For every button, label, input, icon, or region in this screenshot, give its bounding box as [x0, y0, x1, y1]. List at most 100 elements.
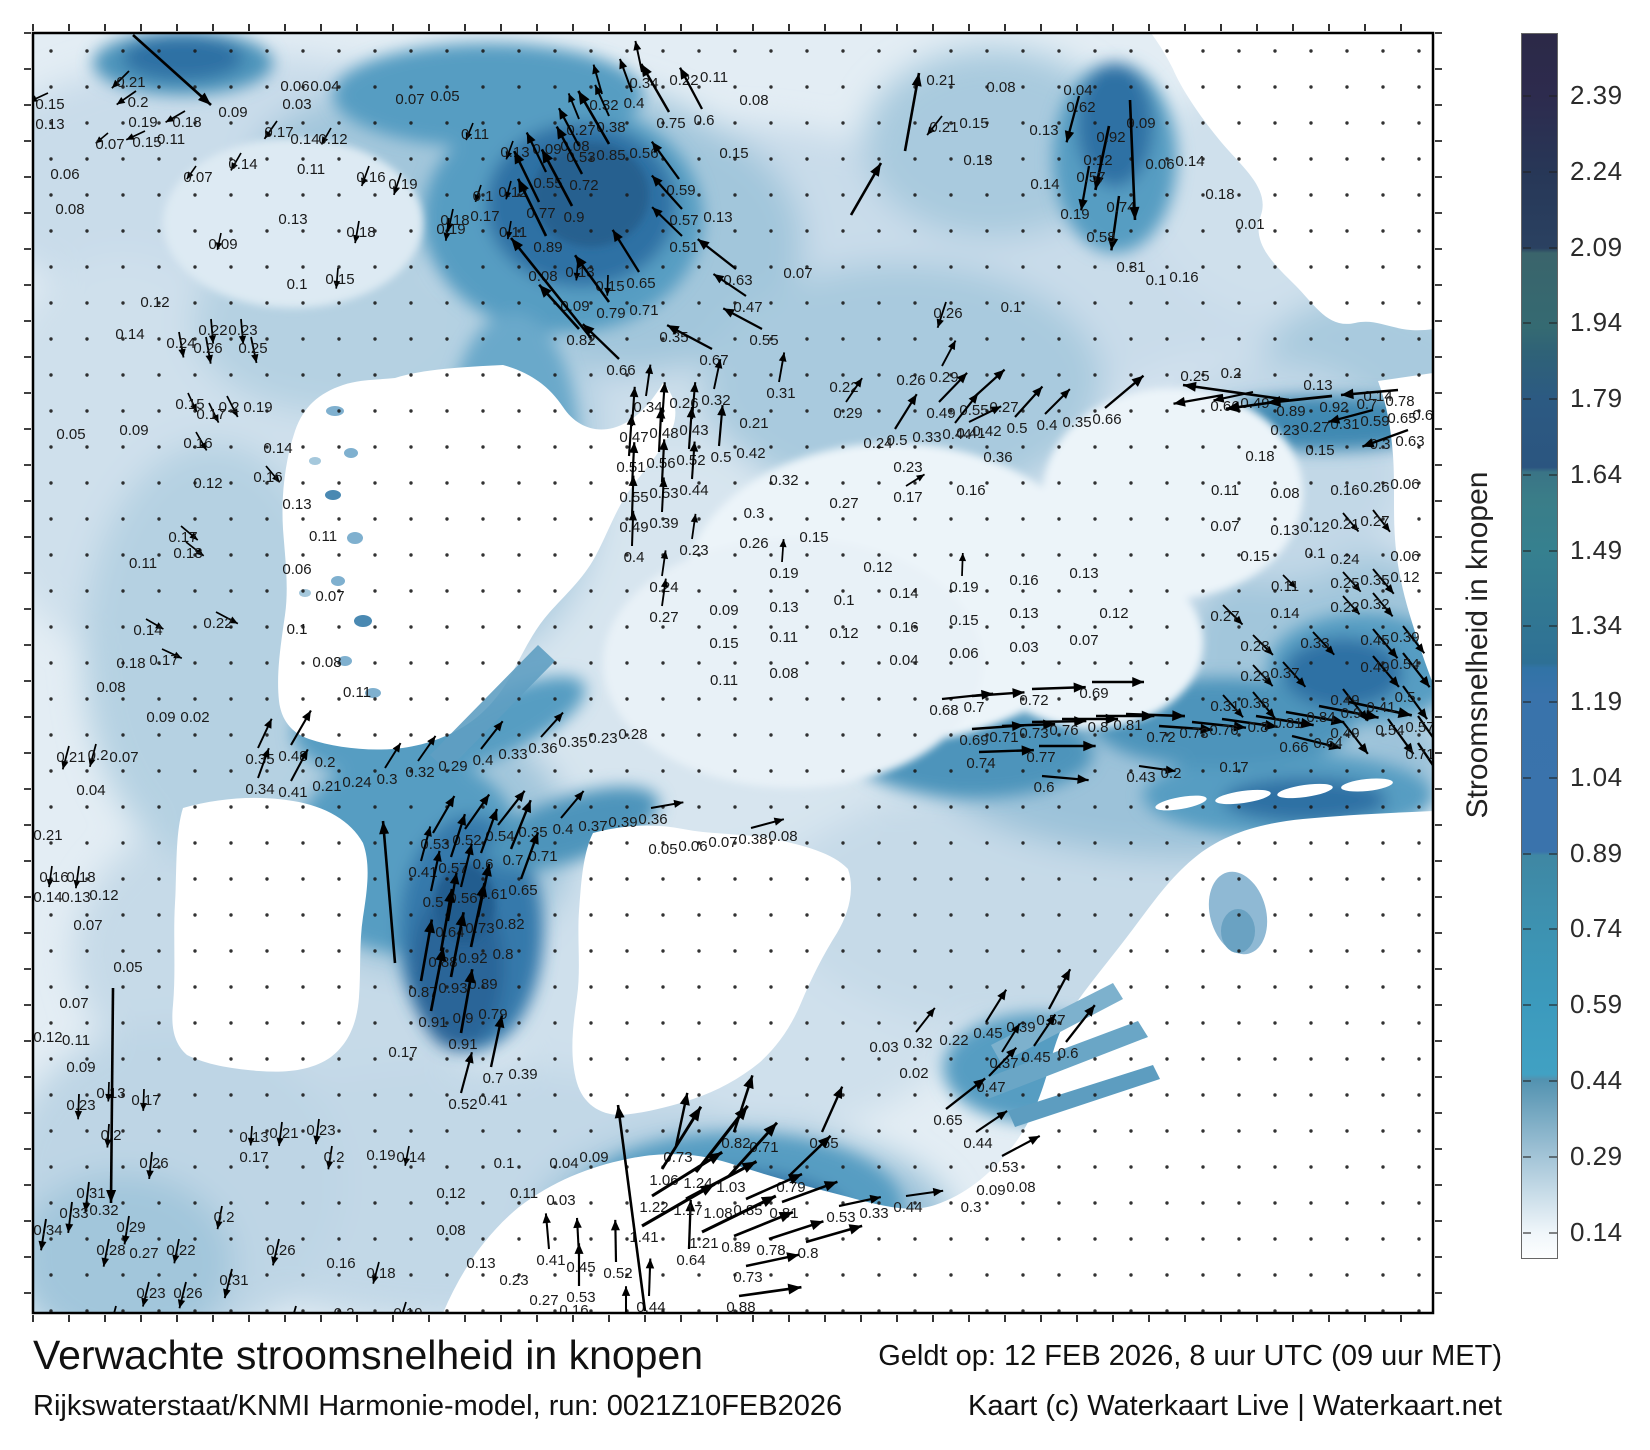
value-label: 0.09 [119, 422, 148, 439]
value-label: 0.04 [889, 652, 918, 669]
value-label: 0.82 [495, 916, 524, 933]
value-label: 0.03 [869, 1039, 898, 1056]
value-label: 0.35 [518, 824, 547, 841]
value-label: 0.11 [309, 528, 337, 545]
land-center-west [278, 365, 676, 750]
colorbar-tick-label: 1.94 [1570, 307, 1623, 338]
value-label: 0.55 [619, 489, 648, 506]
value-label: 0.18 [66, 869, 95, 886]
land-continent [443, 811, 1433, 1313]
value-label: 0.38 [738, 831, 767, 848]
value-label: 0.13 [1270, 522, 1299, 539]
value-label: 0.19 [388, 176, 417, 193]
value-label: 0.5 [1395, 689, 1416, 706]
value-label: 0.07 [395, 91, 424, 108]
value-label: 0.29 [929, 369, 958, 386]
value-label: 0.1 [1001, 299, 1022, 316]
value-label: 0.81 [1113, 717, 1142, 734]
value-label: 0.6 [694, 112, 715, 129]
value-label: 0.14 [33, 889, 62, 906]
colorbar-tick-mark [1523, 701, 1531, 704]
strong-current-arrow [509, 237, 593, 339]
value-label: 0.12 [89, 887, 118, 904]
value-label: 0.15 [175, 396, 204, 413]
value-label: 0.03 [546, 1192, 575, 1209]
value-label: 0.8 [1088, 719, 1109, 736]
value-label: 0.28 [618, 726, 647, 743]
value-label: 0.41 [1366, 699, 1395, 716]
value-label: 0.5 [711, 449, 732, 466]
value-label: 0.92 [1319, 399, 1348, 416]
value-label: 0.15 [709, 635, 738, 652]
value-label: 0.17 [1219, 759, 1248, 776]
value-label: 0.26 [896, 372, 925, 389]
value-label: 0.08 [55, 201, 84, 218]
value-label: 0.12 [193, 475, 222, 492]
value-label: 0.06 [949, 645, 978, 662]
value-label: 0.09 [66, 1059, 95, 1076]
value-label: 0.2 [1221, 365, 1242, 382]
value-label: 0.1 [494, 1155, 515, 1172]
colorbar-tick-mark [1523, 1155, 1531, 1158]
value-label: 0.23 [679, 542, 708, 559]
value-label: 0.03 [1009, 639, 1038, 656]
value-label: 0.15 [325, 271, 354, 288]
value-label: 0.5 [887, 432, 908, 449]
value-label: 0.29 [1240, 668, 1269, 685]
value-label: 0.91 [418, 1014, 447, 1031]
value-label: 0.2 [219, 399, 240, 416]
colorbar-tick-mark [1523, 852, 1531, 855]
grid-dot-layer [49, 49, 1421, 1313]
value-label: 1.22 [639, 1199, 668, 1216]
value-label: 0.11 [710, 672, 738, 689]
value-label: 0.88 [726, 1299, 755, 1316]
value-label: 0.71 [989, 729, 1018, 746]
value-label: 0.14 [133, 622, 162, 639]
value-label: 0.57 [1405, 719, 1434, 736]
value-label: 0.55 [533, 175, 562, 192]
value-label: 0.8 [1248, 719, 1269, 736]
colorbar-tick-mark [1523, 776, 1531, 779]
value-label: 0.23 [136, 1285, 165, 1302]
colorbar-tick-mark [1549, 1080, 1557, 1082]
value-label: 0.17 [131, 1092, 160, 1109]
value-label: 0.43 [1126, 769, 1155, 786]
value-label: 0.07 [1069, 632, 1098, 649]
value-label: 0.08 [768, 828, 797, 845]
value-label: 0.45 [1360, 632, 1389, 649]
value-label: 0.13 [61, 889, 90, 906]
value-label: 0.77 [1026, 749, 1055, 766]
coastal-waters [299, 406, 1268, 1127]
value-label: 0.03 [282, 96, 311, 113]
value-label: 0.15 [949, 612, 978, 629]
value-label: 0.52 [452, 832, 481, 849]
value-label: 0.13 [1303, 377, 1332, 394]
value-label: 0.08 [560, 138, 589, 155]
colorbar-tick-mark [1549, 701, 1557, 704]
value-label: 0.41 [536, 1252, 565, 1269]
strong-current-arrow [132, 34, 212, 106]
value-label: 0.07 [315, 588, 344, 605]
value-label: 0.18 [440, 212, 469, 229]
value-label: 0.07 [59, 995, 88, 1012]
colorbar-tick-mark [1549, 246, 1557, 249]
value-label: 0.21 [929, 119, 958, 136]
value-label: 0.22 [939, 1032, 968, 1049]
value-label: 0.27 [129, 1245, 158, 1262]
model-run-caption: Rijkswaterstaat/KNMI Harmonie-model, run… [33, 1390, 843, 1422]
value-label: 0.57 [438, 860, 467, 877]
value-label: 0.41 [408, 864, 437, 881]
value-label: 0.1 [287, 621, 308, 638]
value-label: 0.39 [1006, 1019, 1035, 1036]
value-label: 0.15 [799, 529, 828, 546]
value-label: 0.27 [829, 495, 858, 512]
value-label: 0.04 [76, 782, 105, 799]
value-label: 0.21 [116, 74, 145, 91]
value-label: 0.18 [173, 545, 202, 562]
value-label: 0.08 [986, 79, 1015, 96]
value-label: 0.34 [33, 1222, 62, 1239]
value-label: 1.08 [703, 1205, 732, 1222]
value-label: 0.24 [166, 335, 195, 352]
value-label: 0.16 [1009, 572, 1038, 589]
value-label: 0.91 [448, 1036, 477, 1053]
